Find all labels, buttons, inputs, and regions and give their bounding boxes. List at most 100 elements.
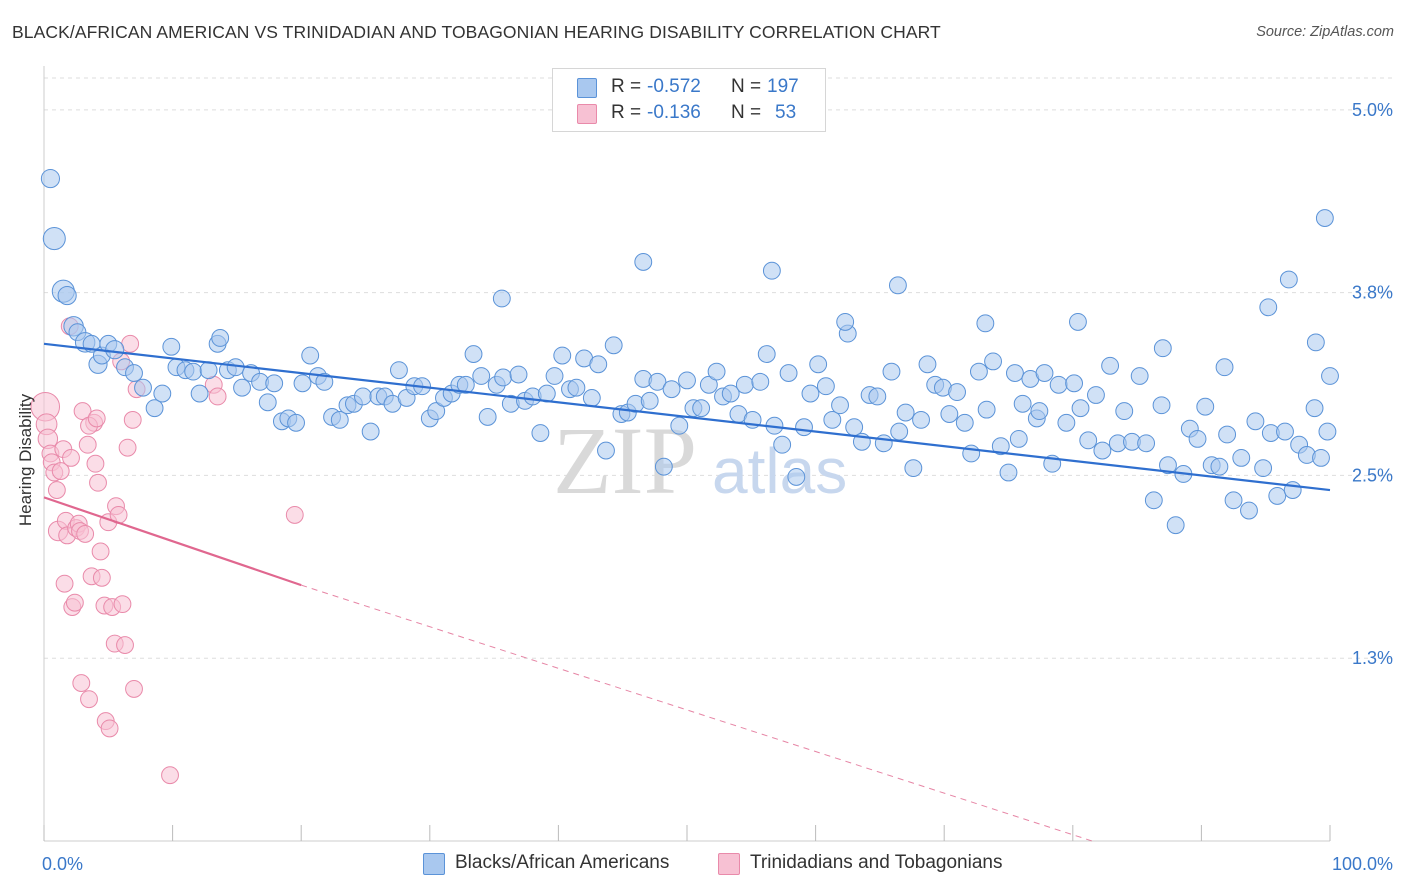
data-point-black-african-american [1159,456,1177,475]
trend-lines [43,342,1331,842]
data-point-black-african-american [258,393,277,412]
data-point-trinidadian [51,462,70,480]
data-point-black-african-american [976,314,995,333]
data-point-trinidadian [113,595,132,614]
data-point-black-african-american [1057,413,1076,432]
data-point-black-african-american [153,384,172,403]
chart-title: BLACK/AFRICAN AMERICAN VS TRINIDADIAN AN… [12,22,941,42]
data-point-black-african-american [977,400,996,419]
data-point-black-african-american [1013,394,1032,413]
data-point-trinidadian [87,409,106,428]
data-point-black-african-american [751,372,770,391]
data-point-black-african-american [940,405,959,423]
data-point-black-african-american [597,441,615,460]
data-point-black-african-american [105,340,125,360]
legend-n-label: N = [731,76,762,97]
data-point-black-african-american [1312,448,1330,467]
data-point-black-african-american [509,365,528,384]
data-point-black-african-american [948,383,966,402]
legend-n-value: 53 [775,102,797,123]
data-point-black-african-american [589,355,608,374]
data-point-black-african-american [472,367,491,385]
bottom-legend-label: Trinidadians and Tobagonians [750,852,1003,873]
data-point-trinidadian [65,593,84,612]
data-point-black-african-american [1232,448,1251,467]
data-point-black-african-american [1030,402,1049,421]
data-point-trinidadian [89,473,107,492]
data-point-black-african-american [1276,422,1294,441]
data-point-black-african-american [1130,367,1149,385]
data-point-black-african-american [1321,367,1339,385]
data-point-black-african-american [640,391,659,410]
data-point-black-african-american [801,384,820,403]
data-point-black-african-american [1210,457,1229,476]
data-point-trinidadian [78,435,97,454]
data-point-trinidadian [161,766,179,785]
pink-series-points [30,317,304,785]
data-point-trinidadian [86,454,105,473]
data-point-black-african-american [125,364,143,382]
data-point-black-african-american [991,437,1010,456]
data-point-black-african-american [315,372,334,391]
data-point-black-african-american [390,361,408,380]
data-point-black-african-american [1318,422,1337,441]
data-point-trinidadian [91,542,110,561]
trend-line-pink [43,496,302,587]
data-point-black-african-american [1315,209,1334,227]
x-tick-label: 0.0% [42,854,83,874]
data-point-trinidadian [73,402,92,421]
data-point-black-african-american [464,345,483,363]
data-point-black-african-american [1259,298,1278,317]
legend-r-label: R = [611,102,642,123]
data-point-trinidadian [116,636,134,654]
data-point-black-african-american [896,403,915,422]
data-point-black-african-american [648,372,667,391]
data-point-black-african-american [1254,459,1273,478]
data-point-black-african-american [707,362,726,381]
data-point-black-african-american [1071,399,1090,418]
data-point-black-african-american [162,337,181,356]
data-point-trinidadian [62,448,80,467]
data-point-black-african-american [1240,501,1258,520]
data-point-black-african-american [211,329,230,347]
data-point-black-african-american [955,413,974,432]
data-point-black-african-american [265,374,284,393]
data-point-trinidadian [55,574,74,593]
data-point-black-african-american [836,312,855,331]
data-point-black-african-american [868,387,887,406]
data-point-black-african-american [190,384,209,403]
data-point-black-african-american [888,276,907,295]
data-point-black-african-american [42,227,66,251]
data-point-black-african-american [795,418,813,437]
data-point-trinidadian [80,690,98,709]
data-point-black-african-american [1268,486,1287,505]
data-point-black-african-american [779,364,798,382]
data-point-trinidadian [76,525,95,543]
data-point-black-african-american [1305,399,1324,418]
data-point-black-african-american [233,378,251,397]
y-tick-label: 1.3% [1352,648,1393,668]
legend: R = -0.572 N = 197 R = -0.136 N = 53 [552,68,826,132]
data-point-black-african-american [1065,374,1084,393]
data-point-black-african-american [145,399,164,418]
data-point-black-african-american [1006,364,1024,382]
trend-line-blue [43,342,1331,492]
data-point-black-african-american [134,378,152,397]
data-point-black-african-american [816,377,835,396]
data-point-black-african-american [831,396,849,415]
data-point-black-african-american [1079,431,1098,450]
data-point-black-african-american [57,286,77,306]
x-tick-label: 100.0% [1332,854,1393,874]
data-point-black-african-american [553,346,572,365]
data-point-black-african-american [492,289,511,308]
data-point-black-african-american [692,399,711,418]
data-point-black-african-american [984,352,1002,371]
data-point-black-african-american [634,253,653,271]
data-point-black-african-american [1144,491,1163,510]
data-point-black-african-american [670,416,689,435]
data-point-black-african-american [40,169,61,189]
data-point-black-african-american [904,459,923,478]
data-point-black-african-american [1166,516,1185,535]
data-point-black-african-american [1049,375,1068,394]
